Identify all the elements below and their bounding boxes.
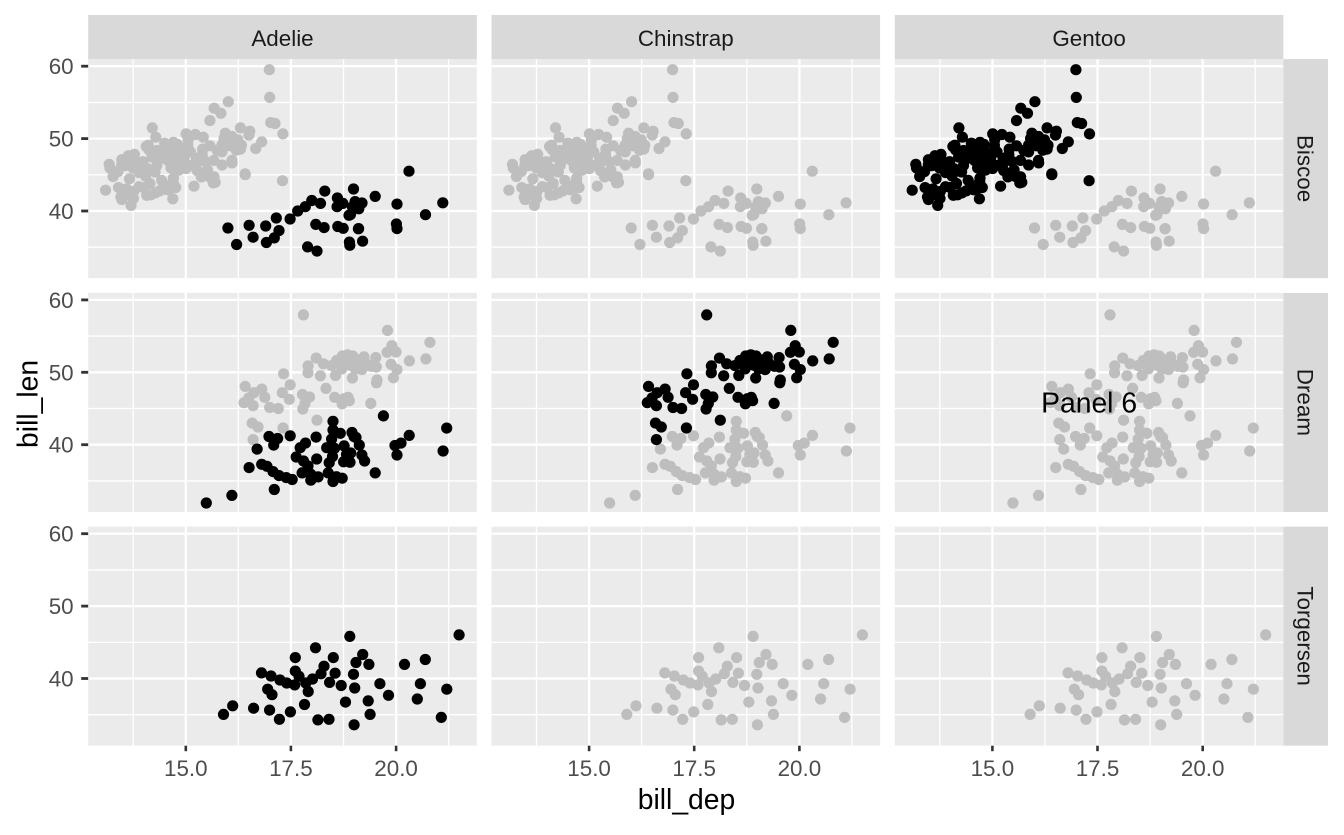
svg-text:40: 40 — [49, 667, 74, 692]
svg-text:50: 50 — [49, 360, 74, 385]
svg-text:20.0: 20.0 — [1181, 756, 1225, 781]
svg-text:17.5: 17.5 — [269, 756, 313, 781]
svg-text:20.0: 20.0 — [374, 756, 418, 781]
svg-text:15.0: 15.0 — [567, 756, 611, 781]
svg-text:Gentoo: Gentoo — [1052, 26, 1125, 51]
svg-text:20.0: 20.0 — [778, 756, 822, 781]
svg-text:17.5: 17.5 — [1076, 756, 1120, 781]
svg-text:Adelie: Adelie — [251, 26, 313, 51]
svg-text:Panel 6: Panel 6 — [1041, 387, 1137, 419]
svg-text:60: 60 — [49, 288, 74, 313]
svg-text:60: 60 — [49, 522, 74, 547]
svg-text:40: 40 — [49, 433, 74, 458]
svg-text:15.0: 15.0 — [164, 756, 208, 781]
svg-text:bill_dep: bill_dep — [638, 783, 736, 815]
svg-text:40: 40 — [49, 199, 74, 224]
svg-text:17.5: 17.5 — [672, 756, 716, 781]
svg-text:Chinstrap: Chinstrap — [638, 26, 734, 51]
svg-text:50: 50 — [49, 594, 74, 619]
svg-text:Biscoe: Biscoe — [1293, 135, 1318, 202]
svg-text:Torgersen: Torgersen — [1293, 586, 1318, 686]
svg-text:bill_len: bill_len — [12, 360, 44, 448]
svg-text:50: 50 — [49, 127, 74, 152]
svg-text:15.0: 15.0 — [971, 756, 1015, 781]
svg-text:60: 60 — [49, 54, 74, 79]
svg-text:Dream: Dream — [1293, 369, 1318, 436]
